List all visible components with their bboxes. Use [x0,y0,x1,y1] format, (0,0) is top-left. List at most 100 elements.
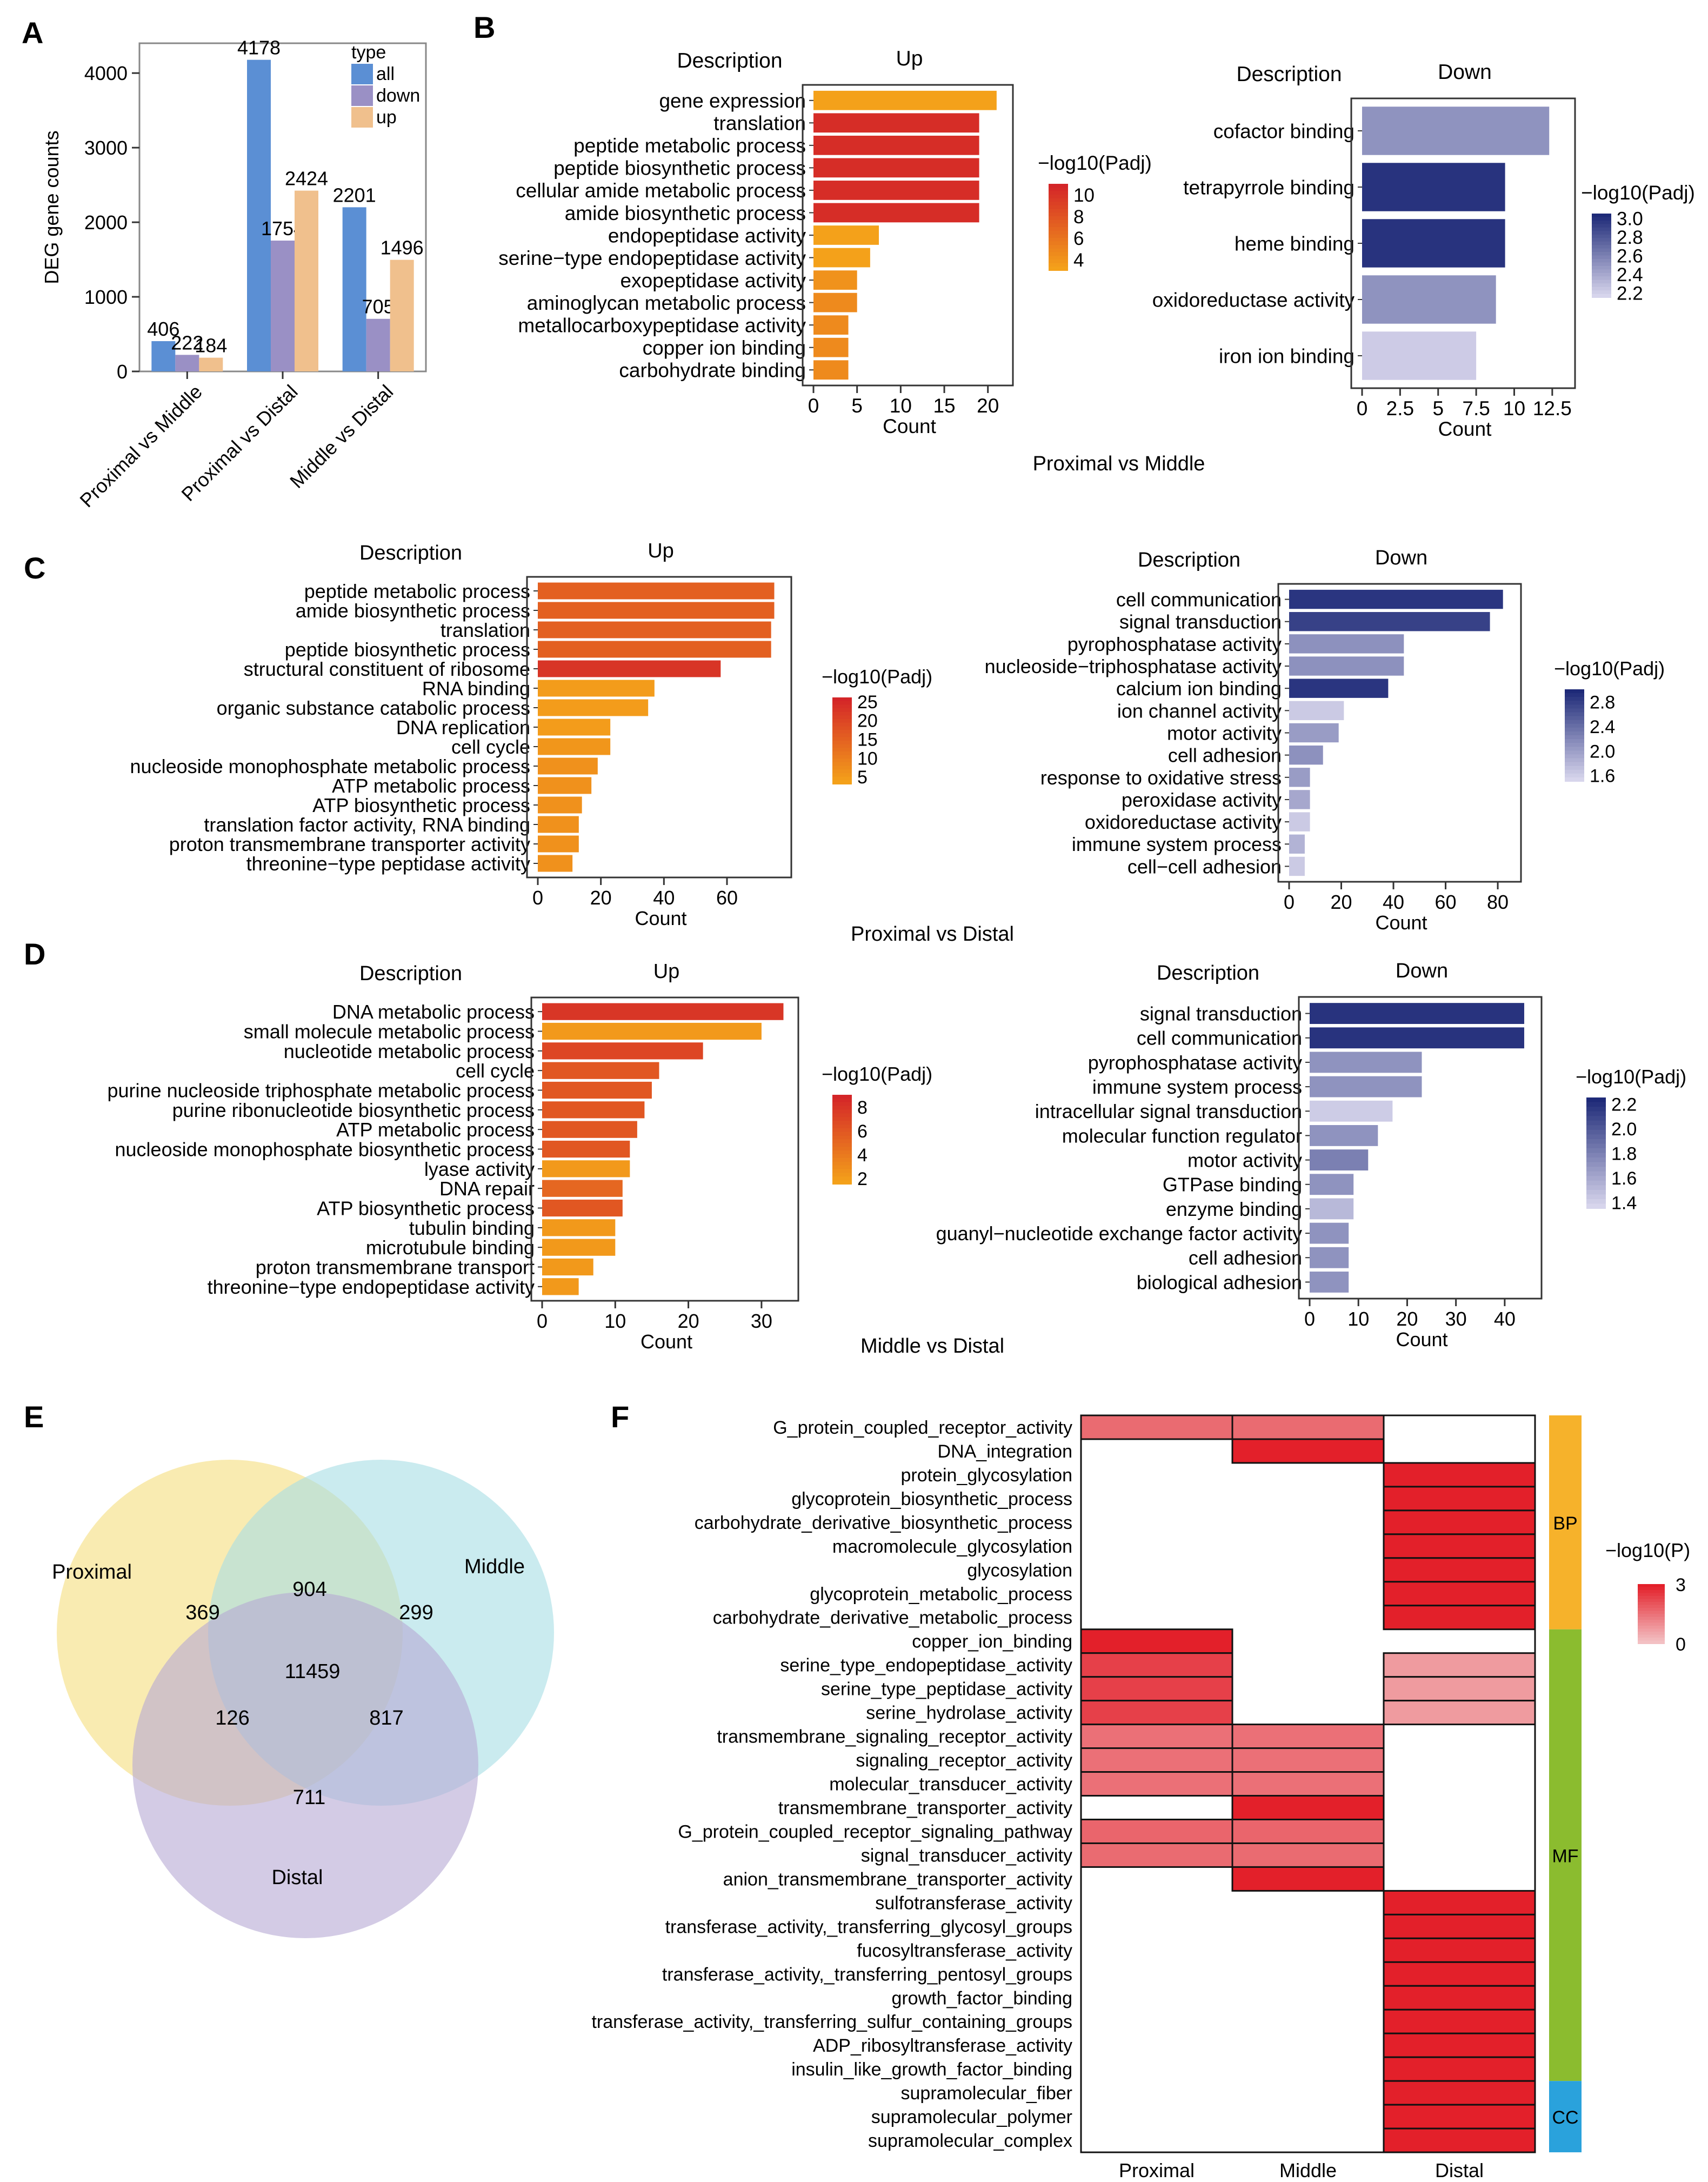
legend-title: −log10(Padj) [1576,1066,1686,1088]
legend-gradient-step [1586,1107,1606,1112]
heatmap-border [1080,1414,1536,2153]
heatmap-legend-gradient-step [1638,1640,1665,1644]
legend-gradient-step [832,1095,852,1099]
panel-letter-d: D [24,937,45,971]
legend-tick-label: 3.0 [1617,209,1643,230]
legend-title: −log10(Padj) [1554,657,1665,680]
heatmap-cell [1383,1652,1536,1678]
bar [542,1022,762,1040]
legend-gradient-step [1592,214,1611,218]
heatmap-legend-title: −log10(P) [1605,1539,1690,1561]
heatmap-cell [1383,1937,1536,1963]
heatmap-cell [1383,1462,1536,1488]
category-label: cell−cell adhesion [1127,855,1282,877]
panel-a-bar-value: 406 [147,318,179,340]
heatmap-cell [1080,1747,1233,1773]
panel-letter-a: A [22,16,43,50]
legend-gradient-step [1592,265,1611,270]
heatmap-cell [1383,2080,1536,2106]
legend-gradient-step [1049,184,1068,188]
header-description: Description [1138,549,1240,571]
bar [1310,1271,1349,1293]
legend-gradient-step [832,1157,852,1162]
venn-count-proximal-only: 369 [185,1601,219,1624]
heatmap-row-label: transmembrane_transporter_activity [778,1798,1072,1819]
bar [538,855,573,872]
legend-gradient-step [832,697,852,702]
panel-e-venn: Proximal Middle Distal 369 299 711 904 1… [52,1460,554,1938]
header-description: Description [1157,962,1259,984]
heatmap-row-label: serine_hydrolase_activity [866,1703,1072,1724]
bar [813,248,870,268]
bar [542,1278,579,1295]
bar [1289,589,1503,609]
xtick-label: 0 [532,887,543,909]
heatmap-group-bp [1549,1415,1582,1629]
heatmap-group-label: BP [1553,1513,1577,1534]
heatmap-legend-gradient-step [1638,1602,1665,1606]
heatmap-row-label: G_protein_coupled_receptor_activity [773,1418,1072,1438]
panel-a-bar-down [175,355,199,371]
legend-gradient-step [1592,220,1611,225]
heatmap-cell [1383,1700,1536,1726]
xtick-label: 30 [751,1310,772,1332]
legend-gradient-step [1049,249,1068,253]
legend-gradient-step [832,711,852,716]
bar [1289,701,1344,721]
category-label: amide biosynthetic process [565,202,806,224]
heatmap-legend-gradient-step [1638,1616,1665,1620]
legend-gradient-step [1049,205,1068,210]
legend-gradient-step [832,741,852,745]
bar [813,181,979,200]
heatmap-row-label: supramolecular_fiber [901,2083,1073,2104]
legend-gradient-step [832,1150,852,1155]
panel-a-legend-swatch [351,64,373,84]
bar [813,225,879,245]
legend-gradient-step [1592,238,1611,242]
plot-border [530,996,799,1302]
x-axis-label: Count [1438,418,1492,440]
legend-tick-label: 2.2 [1617,283,1643,304]
bar [542,1081,652,1099]
bar [1289,612,1490,631]
legend-gradient-step [832,1128,852,1133]
legend-gradient-step [1565,693,1584,698]
category-label: carbohydrate binding [619,360,806,382]
legend-gradient-step [1592,231,1611,235]
xtick-label: 60 [1435,891,1457,913]
bar [538,835,579,853]
legend-gradient-step [832,744,852,749]
legend-gradient-step [1049,263,1068,268]
legend-gradient-step [832,722,852,727]
legend-gradient-step [1592,290,1611,295]
legend-gradient-step [1592,258,1611,263]
heatmap-legend-gradient-step [1638,1634,1665,1638]
bar [1310,1076,1422,1097]
legend-gradient-step [1592,227,1611,232]
category-label: proton transmembrane transport [256,1256,535,1278]
legend-gradient-step [1592,287,1611,291]
bar [813,90,997,110]
heatmap-cell [1383,2032,1536,2058]
category-label: heme binding [1235,232,1355,255]
legend-gradient-step [1586,1102,1606,1108]
x-axis-label: Count [640,1331,692,1353]
legend-gradient-step [1565,743,1584,748]
bar [1362,163,1505,211]
heatmap-cell [1080,1652,1233,1678]
legend-gradient-step [832,737,852,741]
heatmap-cell [1231,1414,1385,1440]
panel-b-down-chart: Description Down cofactor binding tetrapyrr… [1152,61,1695,440]
bar [542,1003,784,1020]
legend-gradient-step [1049,216,1068,221]
legend-tick-label: 1.8 [1611,1144,1637,1165]
heatmap-row-label: supramolecular_complex [868,2131,1072,2151]
category-label: oxidoreductase activity [1152,289,1355,311]
heatmap-legend-gradient-step [1638,1596,1665,1600]
header-description: Description [677,49,782,72]
heatmap-row-label: carbohydrate_derivative_biosynthetic_pro… [695,1513,1072,1533]
legend-gradient-step [832,1125,852,1129]
heatmap-row-label: sulfotransferase_activity [875,1893,1072,1913]
legend-gradient-step [1565,723,1584,728]
heatmap-cell [1231,1724,1385,1749]
